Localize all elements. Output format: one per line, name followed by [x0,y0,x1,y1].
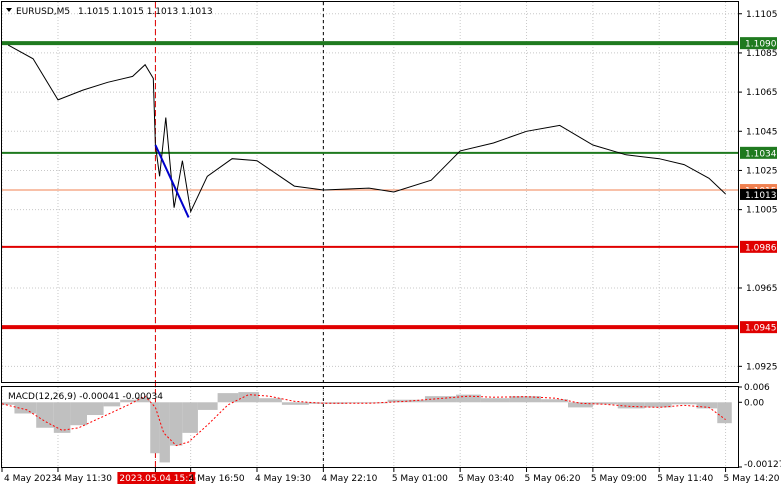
macd-bar [169,402,183,446]
macd-bar [259,398,282,403]
macd-bar [182,402,198,433]
time-tick-label: 5 May 01:00 [392,474,448,484]
macd-tick-label: 0.00 [744,398,764,408]
trendline[interactable] [154,144,190,218]
time-tick-label: 4 May 19:30 [255,474,311,484]
macd-bar [159,402,170,463]
price-tick-label: 1.1045 [746,127,778,137]
level-label: 1.1090 [745,40,777,50]
current-price-label: 1.1013 [745,191,777,201]
macd-bar [717,402,732,424]
highlighted-time-box [117,472,196,484]
macd-bar [2,402,21,405]
price-panel-frame [1,1,739,383]
dropdown-arrow-icon[interactable] [6,8,12,12]
level-label: 1.1034 [745,149,777,159]
macd-bar [238,392,260,403]
price-tick-label: 1.0925 [746,362,778,372]
level-label-box [740,146,777,159]
price-tick-label: 1.1105 [746,10,778,20]
time-tick-label: 4 May 2023 [4,474,57,484]
macd-bar [567,402,593,408]
macd-bar [103,402,121,407]
macd-signal-line [1,394,726,447]
price-tick-label: 1.1065 [746,88,778,98]
macd-bar [509,396,542,403]
macd-bar [70,402,88,426]
highlighted-time-label: 2023.05.04 15:25 [119,474,199,484]
macd-panel-frame [1,386,739,468]
current-price-box [740,188,777,200]
macd-bar [120,399,137,403]
price-tick-label: 1.1005 [746,206,778,216]
macd-tick-label: -0.00127 [744,460,781,470]
macd-bar [53,402,71,433]
price-line [7,44,726,214]
time-tick-label: 4 May 16:50 [189,474,245,484]
macd-bar [456,394,481,403]
macd-tick-label: 0.006 [744,383,770,393]
price-tick-label: 1.0965 [746,284,778,294]
time-tick-label: 5 May 06:20 [525,474,581,484]
macd-bar [346,402,388,404]
macd-bar [671,402,697,405]
time-axis: 4 May 2023 4 May 11:30 2023.05.04 15:254 M… [1,468,780,484]
macd-bar [197,402,218,410]
macd-bar [592,402,618,405]
level-label-box [740,321,777,334]
ohlc-label: 1.1015 1.1015 1.1013 1.1013 [78,7,213,17]
macd-bar [424,396,457,403]
time-tick-label: 4 May 11:30 [56,474,112,484]
price-tick-label: 1.1025 [746,166,778,176]
time-tick-label: 5 May 03:40 [458,474,514,484]
macd-bar [281,402,309,405]
macd-bar [644,402,672,408]
macd-bar [308,402,347,404]
level-label: 1.0945 [745,324,777,334]
grid [1,2,738,467]
macd-bar [136,397,151,403]
level-label: 1.0986 [745,243,777,253]
macd-bar [14,402,37,414]
macd-bar [480,398,510,403]
time-tick-label: 5 May 11:40 [657,474,713,484]
price-panel[interactable] [2,2,738,467]
time-tick-label: 4 May 22:10 [321,474,377,484]
level-label-box [740,37,777,50]
macd-bar [696,402,718,409]
chart-header: EURUSD,M5 1.1015 1.1015 1.1013 1.1013 MA… [6,7,213,402]
macd-bar [541,399,568,403]
macd-bar [617,402,645,409]
level-label-box [740,240,777,253]
macd-bar [36,402,54,428]
macd-bar [150,402,160,454]
macd-panel[interactable] [1,392,732,463]
time-tick-label: 5 May 14:20 [724,474,780,484]
macd-bar [217,393,239,403]
panel-frames [1,1,739,468]
price-axis: 1.1105 1.1085 1.1065 1.1045 1.1025 1.1005 1.09… [738,10,781,470]
macd-label: MACD(12,26,9) -0.00041 -0.00034 [8,392,163,402]
price-tick-label: 1.1085 [746,49,778,59]
symbol-label: EURUSD,M5 [16,7,70,17]
macd-bar [87,402,104,416]
time-tick-label: 5 May 09:00 [591,474,647,484]
